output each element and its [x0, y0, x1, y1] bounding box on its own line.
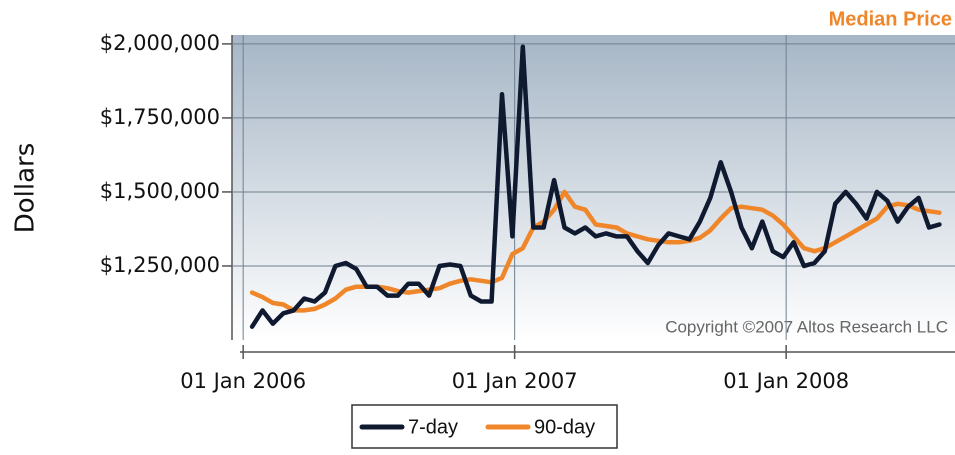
legend-label: 7-day — [408, 416, 458, 438]
x-tick-label: 01 Jan 2006 — [180, 369, 306, 393]
y-tick-label: $1,750,000 — [100, 105, 220, 129]
y-tick-label: $1,500,000 — [100, 179, 220, 203]
series-line — [249, 44, 942, 329]
y-tick-label: $2,000,000 — [100, 31, 220, 55]
x-tick-label: 01 Jan 2007 — [452, 369, 578, 393]
chart-title: Median Price — [829, 8, 952, 30]
legend-label: 90-day — [534, 416, 595, 438]
x-tick-label: 01 Jan 2008 — [723, 369, 849, 393]
copyright: Copyright ©2007 Altos Research LLC — [665, 317, 948, 336]
y-tick-label: $1,250,000 — [100, 253, 220, 277]
y-axis-label: Dollars — [11, 143, 41, 234]
